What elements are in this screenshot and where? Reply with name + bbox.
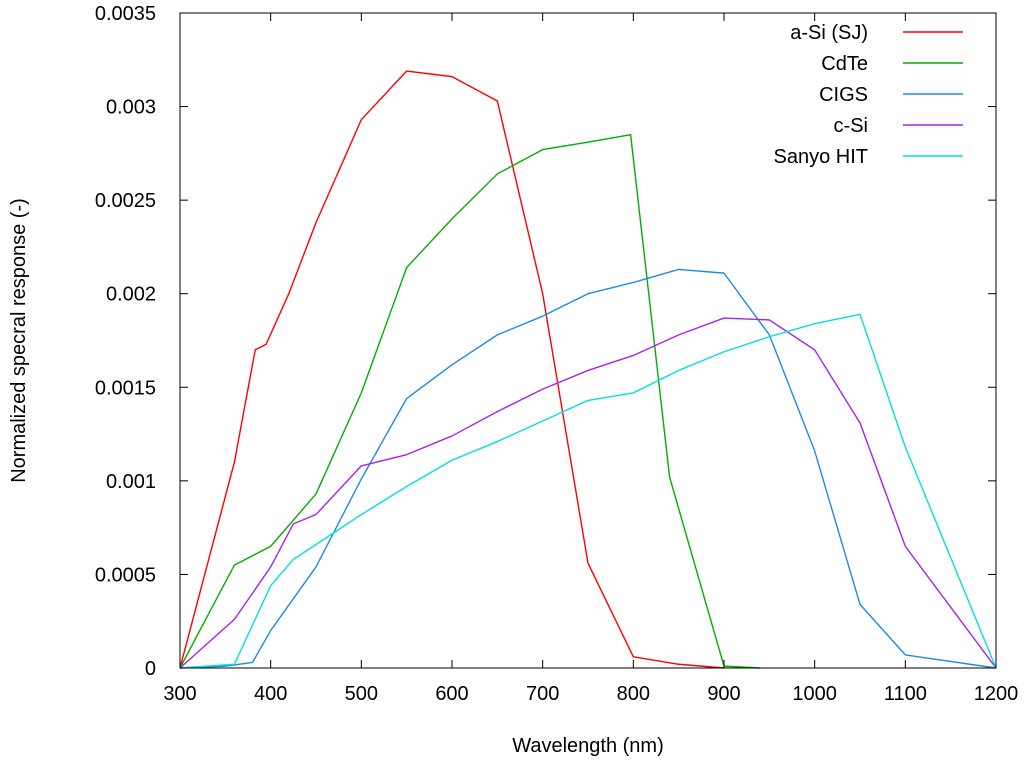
y-tick-label: 0.0005 (95, 564, 156, 586)
x-tick-label: 500 (345, 683, 378, 705)
x-tick-label: 1000 (792, 683, 837, 705)
legend-label: a-Si (SJ) (790, 22, 868, 44)
series-line-cdte (179, 133, 761, 669)
y-tick-label: 0.002 (106, 284, 156, 306)
y-tick-label: 0.0035 (95, 3, 156, 25)
x-tick-label: 1100 (884, 683, 927, 705)
x-tick-label: 800 (617, 683, 650, 705)
series-layer (179, 70, 997, 669)
legend-label: CdTe (821, 53, 868, 75)
x-tick-label: 400 (254, 683, 287, 705)
legend-label: c-Si (834, 115, 868, 137)
y-tick-label: 0.0025 (95, 190, 156, 212)
series-line-c-si (179, 317, 997, 669)
y-tick-label: 0.001 (106, 471, 156, 493)
y-tick-label: 0.0015 (95, 377, 156, 399)
ticks-layer: 300 400 500 600 700 800 900 1000 1100 1200 0 0.0005… (95, 3, 1018, 705)
legend-entry: Sanyo HIT (774, 146, 963, 168)
series-line-a-si-sj (179, 70, 725, 669)
y-tick-label: 0.003 (106, 97, 156, 119)
legend: a-Si (SJ) CdTe CIGS c-Si Sanyo HIT (774, 22, 963, 168)
y-axis-label: Normalized specral response (-) (8, 198, 30, 483)
legend-entry: a-Si (SJ) (790, 22, 963, 44)
legend-entry: CIGS (819, 84, 963, 106)
x-tick-label: 300 (163, 683, 196, 705)
series-line-cigs (179, 268, 997, 669)
legend-label: Sanyo HIT (774, 146, 868, 168)
series-line-sanyo-hit (179, 313, 997, 669)
legend-entry: c-Si (834, 115, 963, 137)
legend-entry: CdTe (821, 53, 963, 75)
x-tick-label: 600 (435, 683, 468, 705)
y-tick-label: 0 (145, 658, 156, 680)
x-axis-label: Wavelength (nm) (512, 735, 664, 757)
x-tick-label: 700 (526, 683, 559, 705)
x-tick-label: 900 (707, 683, 740, 705)
plot-frame (179, 12, 997, 669)
legend-label: CIGS (819, 84, 868, 106)
x-tick-label: 1200 (974, 683, 1019, 705)
